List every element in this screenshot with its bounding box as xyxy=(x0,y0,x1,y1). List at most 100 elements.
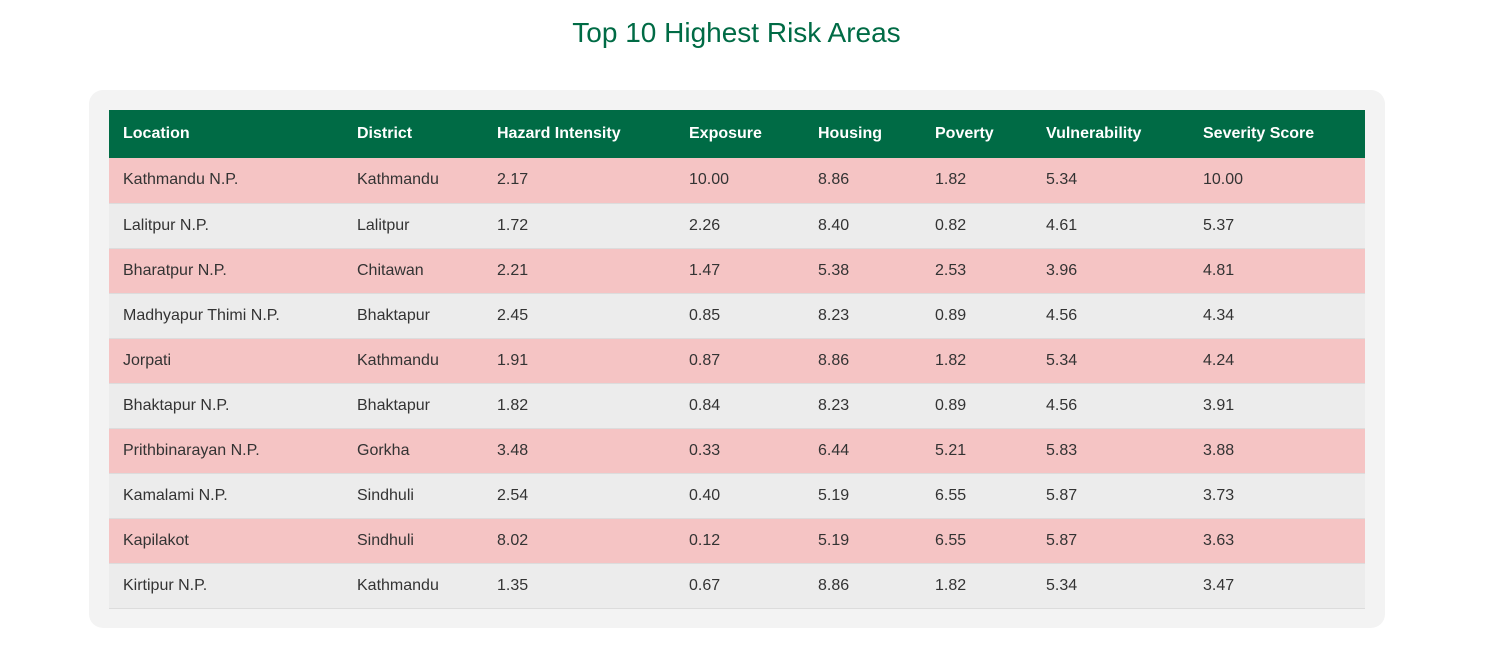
cell-housing: 5.38 xyxy=(818,261,850,279)
cell-hazard-intensity: 2.45 xyxy=(497,306,529,324)
cell-severity-score: 5.37 xyxy=(1203,216,1235,234)
cell-housing: 8.23 xyxy=(818,306,850,324)
cell-hazard-intensity: 2.21 xyxy=(497,261,529,279)
cell-housing: 5.19 xyxy=(818,531,850,549)
table-row: Kirtipur N.P. Kathmandu 1.35 0.67 8.86 1.82 5.… xyxy=(109,563,1365,608)
cell-district: Bhaktapur xyxy=(357,396,430,414)
cell-location: Kathmandu N.P. xyxy=(123,171,239,189)
table-row: Madhyapur Thimi N.P. Bhaktapur 2.45 0.85 8.2… xyxy=(109,293,1365,338)
cell-location: Kirtipur N.P. xyxy=(123,576,208,594)
cell-location: Bhaktapur N.P. xyxy=(123,396,230,414)
cell-exposure: 0.84 xyxy=(689,396,721,414)
cell-poverty: 6.55 xyxy=(935,486,967,504)
cell-poverty: 0.82 xyxy=(935,216,967,234)
cell-poverty: 0.89 xyxy=(935,306,967,324)
column-header-vulnerability[interactable]: Vulnerability xyxy=(1046,125,1142,142)
cell-housing: 5.19 xyxy=(818,486,850,504)
cell-location: Prithbinarayan N.P. xyxy=(123,441,260,459)
cell-severity-score: 3.47 xyxy=(1203,576,1235,594)
risk-table: Location District Hazard Intensity Expos… xyxy=(109,110,1365,609)
cell-exposure: 10.00 xyxy=(689,171,730,189)
column-header-severity-score[interactable]: Severity Score xyxy=(1203,125,1315,142)
cell-location: Kapilakot xyxy=(123,531,189,549)
cell-housing: 8.40 xyxy=(818,216,850,234)
cell-poverty: 6.55 xyxy=(935,531,967,549)
cell-severity-score: 3.91 xyxy=(1203,396,1235,414)
table-row: Bharatpur N.P. Chitawan 2.21 1.47 5.38 2.53 3.… xyxy=(109,248,1365,293)
cell-exposure: 2.26 xyxy=(689,216,721,234)
table-header-row: Location District Hazard Intensity Expos… xyxy=(109,110,1365,158)
cell-district: Sindhuli xyxy=(357,486,414,504)
cell-district: Bhaktapur xyxy=(357,306,430,324)
cell-hazard-intensity: 2.17 xyxy=(497,171,529,189)
table-row: Kathmandu N.P. Kathmandu 2.17 10.00 8.86 1.82… xyxy=(109,158,1365,203)
cell-poverty: 0.89 xyxy=(935,396,967,414)
cell-vulnerability: 5.34 xyxy=(1046,171,1078,189)
cell-poverty: 2.53 xyxy=(935,261,967,279)
cell-severity-score: 4.34 xyxy=(1203,306,1235,324)
column-header-district[interactable]: District xyxy=(357,125,413,142)
table-row: Bhaktapur N.P. Bhaktapur 1.82 0.84 8.23 0.89 4… xyxy=(109,383,1365,428)
cell-vulnerability: 5.34 xyxy=(1046,576,1078,594)
cell-severity-score: 3.73 xyxy=(1203,486,1235,504)
cell-vulnerability: 4.61 xyxy=(1046,216,1078,234)
cell-district: Lalitpur xyxy=(357,216,410,234)
cell-housing: 8.86 xyxy=(818,171,850,189)
table-panel: Location District Hazard Intensity Expos… xyxy=(89,90,1385,628)
cell-hazard-intensity: 1.82 xyxy=(497,396,529,414)
cell-severity-score: 4.24 xyxy=(1203,351,1235,369)
page-title: Top 10 Highest Risk Areas xyxy=(572,17,901,48)
cell-vulnerability: 4.56 xyxy=(1046,396,1078,414)
column-header-exposure[interactable]: Exposure xyxy=(689,125,762,142)
cell-vulnerability: 5.83 xyxy=(1046,441,1078,459)
cell-vulnerability: 5.87 xyxy=(1046,531,1078,549)
column-header-hazard-intensity[interactable]: Hazard Intensity xyxy=(497,125,621,142)
cell-severity-score: 10.00 xyxy=(1203,171,1244,189)
cell-housing: 8.23 xyxy=(818,396,850,414)
cell-severity-score: 3.88 xyxy=(1203,441,1235,459)
cell-exposure: 0.67 xyxy=(689,576,721,594)
cell-housing: 8.86 xyxy=(818,351,850,369)
cell-location: Bharatpur N.P. xyxy=(123,261,227,279)
cell-exposure: 0.12 xyxy=(689,531,721,549)
cell-hazard-intensity: 8.02 xyxy=(497,531,529,549)
column-header-location[interactable]: Location xyxy=(123,125,190,142)
cell-district: Kathmandu xyxy=(357,576,439,594)
table-row: Lalitpur N.P. Lalitpur 1.72 2.26 8.40 0.82 4.6… xyxy=(109,203,1365,248)
cell-severity-score: 4.81 xyxy=(1203,261,1235,279)
cell-housing: 8.86 xyxy=(818,576,850,594)
cell-exposure: 0.33 xyxy=(689,441,721,459)
column-header-poverty[interactable]: Poverty xyxy=(935,125,994,142)
cell-district: Gorkha xyxy=(357,441,410,459)
column-header-housing[interactable]: Housing xyxy=(818,125,882,142)
cell-exposure: 0.85 xyxy=(689,306,721,324)
cell-location: Lalitpur N.P. xyxy=(123,216,209,234)
cell-poverty: 1.82 xyxy=(935,576,967,594)
cell-severity-score: 3.63 xyxy=(1203,531,1235,549)
table-row: Prithbinarayan N.P. Gorkha 3.48 0.33 6.44 5.2… xyxy=(109,428,1365,473)
cell-housing: 6.44 xyxy=(818,441,850,459)
cell-district: Kathmandu xyxy=(357,351,439,369)
cell-exposure: 1.47 xyxy=(689,261,721,279)
cell-exposure: 0.40 xyxy=(689,486,721,504)
cell-hazard-intensity: 3.48 xyxy=(497,441,529,459)
cell-hazard-intensity: 2.54 xyxy=(497,486,529,504)
cell-poverty: 1.82 xyxy=(935,351,967,369)
cell-exposure: 0.87 xyxy=(689,351,721,369)
cell-district: Kathmandu xyxy=(357,171,439,189)
cell-hazard-intensity: 1.72 xyxy=(497,216,529,234)
cell-location: Jorpati xyxy=(123,351,172,369)
cell-hazard-intensity: 1.35 xyxy=(497,576,529,594)
table-row: Kapilakot Sindhuli 8.02 0.12 5.19 6.55 5.87 3.6… xyxy=(109,518,1365,563)
cell-vulnerability: 5.34 xyxy=(1046,351,1078,369)
cell-district: Chitawan xyxy=(357,261,424,279)
cell-vulnerability: 5.87 xyxy=(1046,486,1078,504)
cell-district: Sindhuli xyxy=(357,531,414,549)
table-row: Jorpati Kathmandu 1.91 0.87 8.86 1.82 5.34 4.24 xyxy=(109,338,1365,383)
cell-location: Madhyapur Thimi N.P. xyxy=(123,306,280,324)
table-body: Kathmandu N.P. Kathmandu 2.17 10.00 8.86 1.82… xyxy=(109,158,1365,608)
cell-vulnerability: 3.96 xyxy=(1046,261,1078,279)
cell-vulnerability: 4.56 xyxy=(1046,306,1078,324)
cell-hazard-intensity: 1.91 xyxy=(497,351,529,369)
